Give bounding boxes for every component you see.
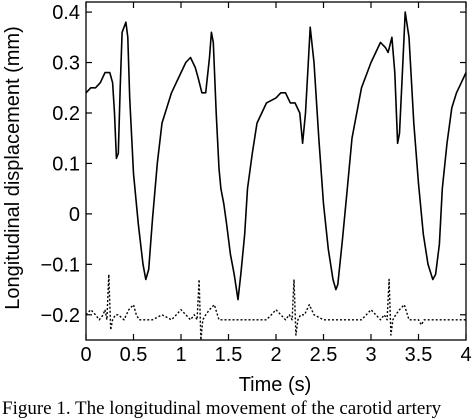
y-tick-label: 0.4 — [52, 2, 80, 24]
x-tick-label: 0.5 — [120, 344, 148, 366]
y-tick-label: 0.3 — [52, 53, 80, 75]
x-tick-label: 3 — [365, 344, 376, 366]
y-tick-label: −0.2 — [41, 305, 80, 327]
x-axis-title: Time (s) — [239, 374, 312, 396]
plot-area: 0 0.5 1 1.5 2 2.5 3 3.5 4 −0.2 −0.1 0 0.1 0.2 0.3 0.4 — [41, 1, 472, 366]
x-tick-label: 2.5 — [310, 344, 338, 366]
figure-caption: Figure 1. The longitudinal movement of t… — [2, 398, 442, 419]
y-tick-label: 0 — [69, 204, 80, 226]
x-tick-label: 0 — [80, 344, 91, 366]
ecg-dotted-line — [85, 273, 466, 341]
x-tick-label: 1 — [175, 344, 186, 366]
y-axis-title: Longitudinal displacement (mm) — [2, 26, 24, 309]
y-tick-label: 0.1 — [52, 153, 80, 175]
x-tick-label: 2 — [270, 344, 281, 366]
x-tick-label: 4 — [460, 344, 471, 366]
plot-frame — [85, 1, 467, 341]
y-tick-label: 0.2 — [52, 103, 80, 125]
displacement-chart: Longitudinal displacement (mm) Time (s) … — [2, 1, 472, 396]
x-tick-label: 3.5 — [405, 344, 433, 366]
x-tick-label: 1.5 — [215, 344, 243, 366]
displacement-line — [85, 11, 467, 301]
y-tick-label: −0.1 — [41, 254, 80, 276]
